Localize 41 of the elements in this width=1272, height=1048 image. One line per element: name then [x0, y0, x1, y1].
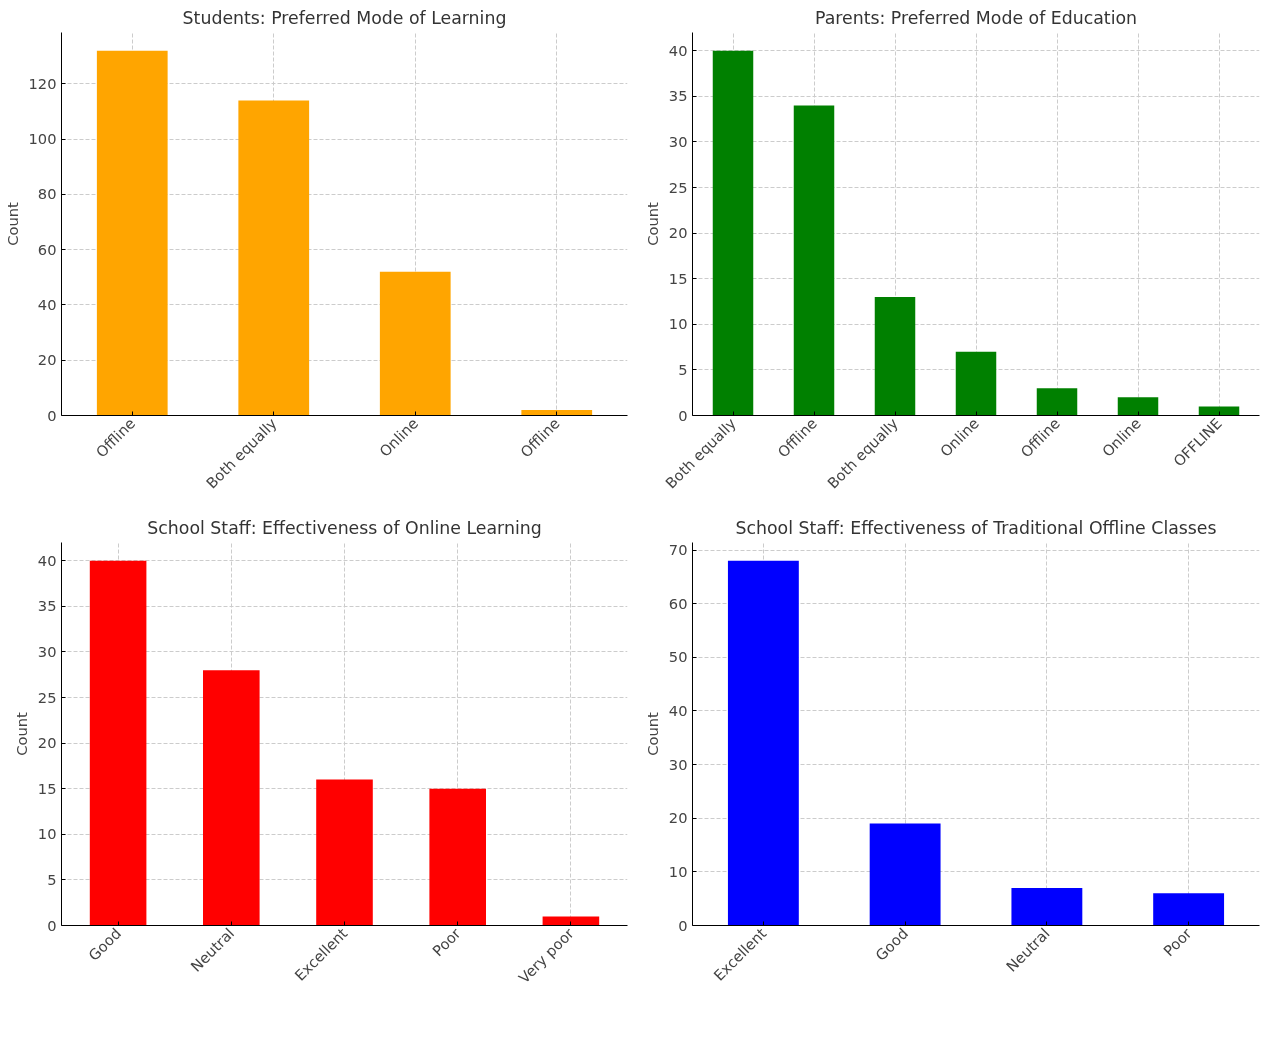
y-tick-label: 50	[668, 648, 688, 666]
y-tick-label: 30	[668, 132, 688, 150]
y-tick-label: 5	[47, 870, 57, 888]
chart-title: Parents: Preferred Mode of Education	[814, 7, 1138, 28]
y-tick-label: 25	[668, 178, 688, 196]
y-tick-label: 30	[668, 755, 688, 773]
y-tick-label: 15	[37, 779, 57, 797]
y-tick-label: 35	[668, 87, 688, 105]
y-axis-title: Count	[3, 201, 21, 246]
y-tick-label: 100	[28, 130, 57, 148]
y-tick-label: 0	[678, 916, 688, 934]
y-tick-label: 40	[668, 701, 688, 719]
y-tick-label: 25	[37, 688, 57, 706]
y-tick-label: 40	[37, 295, 57, 313]
y-tick-label: 0	[47, 916, 57, 934]
y-tick-label: 0	[678, 406, 688, 424]
y-tick-label: 80	[37, 185, 57, 203]
chart-title: School Staff: Effectiveness of Online Learning	[147, 517, 542, 538]
y-tick-label: 20	[37, 734, 57, 752]
y-axis-title: Count	[12, 711, 30, 756]
y-tick-label: 40	[668, 41, 688, 59]
y-tick-label: 30	[37, 642, 57, 660]
y-tick-label: 20	[37, 351, 57, 369]
y-tick-label: 35	[37, 597, 57, 615]
y-tick-label: 15	[668, 269, 688, 287]
y-tick-label: 70	[668, 541, 688, 559]
y-tick-label: 5	[678, 360, 688, 378]
y-tick-label: 10	[37, 825, 57, 843]
y-axis-title: Count	[643, 201, 661, 246]
chart-title: Students: Preferred Mode of Learning	[182, 7, 507, 28]
y-tick-label: 120	[28, 74, 57, 92]
chart-title: School Staff: Effectiveness of Traditional Offline Classes	[735, 517, 1217, 538]
y-tick-label: 20	[668, 224, 688, 242]
y-tick-label: 10	[668, 862, 688, 880]
y-tick-label: 60	[668, 594, 688, 612]
y-tick-label: 40	[37, 551, 57, 569]
y-axis-title: Count	[643, 711, 661, 756]
y-tick-label: 0	[47, 406, 57, 424]
y-tick-label: 10	[668, 315, 688, 333]
y-tick-label: 60	[37, 240, 57, 258]
y-tick-label: 20	[668, 809, 688, 827]
